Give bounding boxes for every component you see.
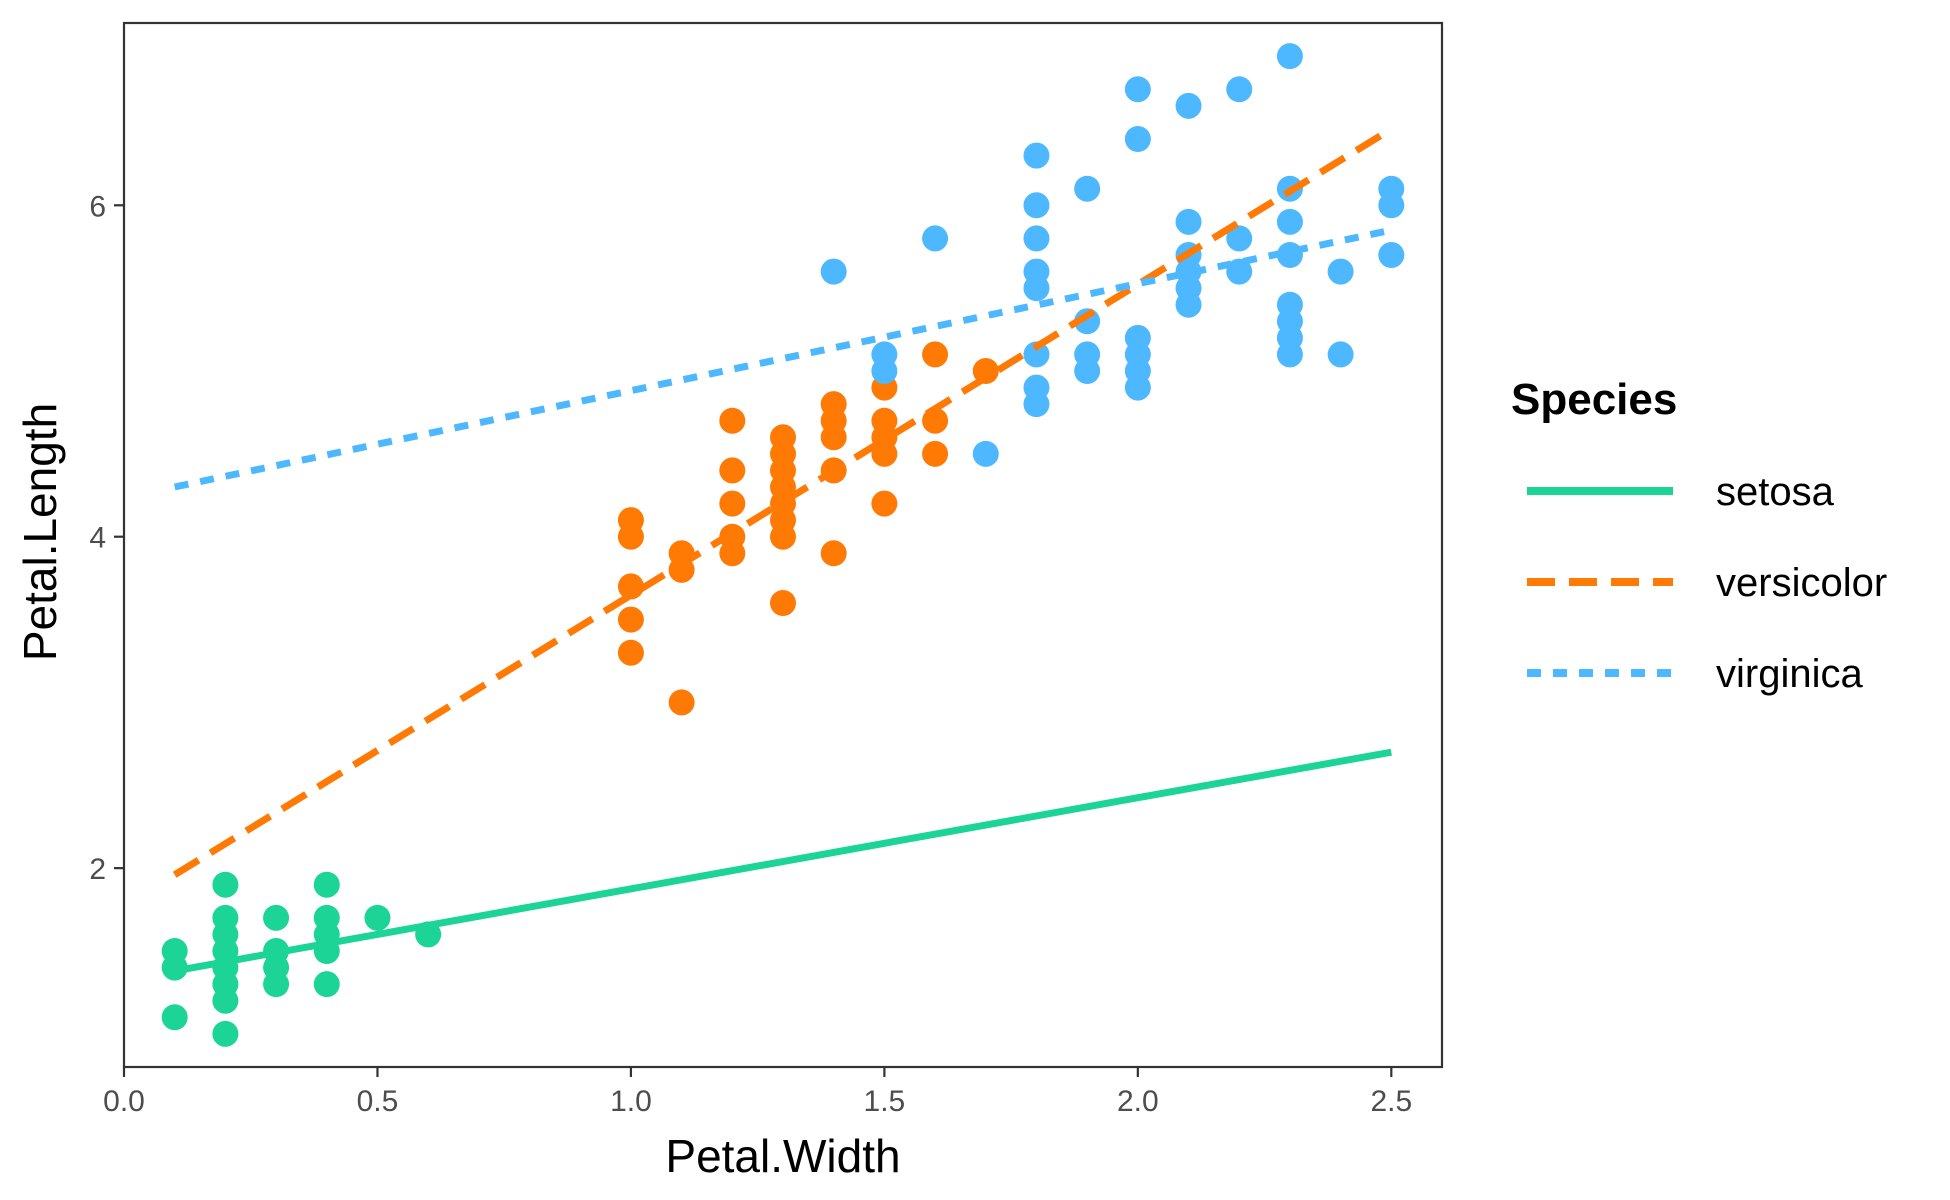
point-virginica-44	[1378, 242, 1405, 268]
point-versicolor-25	[820, 540, 847, 567]
x-tick-label: 1.5	[864, 1085, 906, 1118]
point-virginica-9	[1023, 275, 1050, 302]
x-tick-label: 0.0	[103, 1085, 145, 1118]
point-versicolor-3	[617, 606, 644, 633]
point-virginica-28	[1175, 291, 1202, 318]
point-virginica-16	[1074, 358, 1101, 384]
point-virginica-32	[1276, 43, 1303, 70]
legend-title: Species	[1511, 375, 1677, 424]
point-setosa-19	[313, 971, 340, 998]
point-versicolor-30	[871, 490, 898, 517]
point-setosa-3	[212, 871, 239, 898]
point-virginica-10	[1023, 341, 1050, 368]
point-virginica-7	[1023, 225, 1050, 252]
point-virginica-13	[1074, 175, 1101, 202]
point-virginica-17	[1124, 76, 1151, 103]
legend-label-virginica: virginica	[1716, 652, 1863, 696]
legend: Species setosa versicolor virginica	[1511, 375, 1887, 696]
x-tick-label: 2.5	[1370, 1085, 1412, 1118]
y-tick-label: 4	[89, 522, 106, 555]
point-virginica-2	[871, 358, 898, 384]
point-versicolor-2	[617, 573, 644, 600]
fit-line-setosa	[174, 748, 1392, 975]
point-versicolor-34	[972, 358, 999, 384]
point-virginica-6	[1023, 192, 1050, 219]
point-setosa-15	[313, 871, 340, 898]
point-versicolor-23	[820, 424, 847, 451]
legend-label-versicolor: versicolor	[1716, 561, 1887, 605]
legend-entries: setosa versicolor virginica	[1527, 470, 1887, 696]
point-versicolor-7	[668, 689, 695, 716]
point-setosa-14	[263, 971, 290, 998]
y-tick-label: 6	[89, 190, 106, 223]
point-versicolor-19	[770, 523, 796, 550]
point-versicolor-10	[719, 490, 746, 517]
point-versicolor-20	[770, 590, 796, 616]
point-virginica-39	[1276, 341, 1303, 368]
point-virginica-30	[1226, 225, 1253, 252]
x-axis-title: Petal.Width	[665, 1130, 900, 1182]
point-virginica-23	[1175, 92, 1202, 119]
axes-layer: 0.0 0.5 1.0 1.5 2.0 2.5 2 4 6	[89, 21, 1444, 1118]
point-versicolor-12	[719, 540, 746, 567]
x-tick-label: 0.5	[357, 1085, 399, 1118]
point-versicolor-31	[922, 341, 949, 368]
point-versicolor-4	[617, 639, 644, 666]
point-setosa-11	[263, 904, 290, 931]
point-virginica-34	[1276, 208, 1303, 235]
x-tick-label: 1.0	[610, 1085, 652, 1118]
point-setosa-9	[212, 987, 239, 1014]
plot-layer	[161, 43, 1405, 1047]
point-versicolor-8	[719, 407, 746, 434]
point-setosa-20	[364, 904, 391, 931]
point-virginica-43	[1378, 192, 1405, 219]
point-virginica-40	[1327, 258, 1354, 285]
point-virginica-12	[1023, 391, 1050, 418]
point-virginica-5	[1023, 142, 1050, 169]
point-virginica-18	[1124, 126, 1151, 152]
point-virginica-41	[1327, 341, 1354, 368]
legend-label-setosa: setosa	[1716, 470, 1835, 514]
plot-panel-border	[122, 21, 1444, 1069]
fit-line-versicolor	[172, 126, 1394, 878]
point-setosa-10	[212, 1020, 239, 1047]
point-versicolor-1	[617, 523, 644, 550]
y-tick-label: 2	[89, 853, 106, 886]
point-versicolor-33	[922, 440, 949, 467]
point-virginica-0	[820, 258, 847, 285]
point-versicolor-9	[719, 457, 746, 484]
point-virginica-31	[1226, 258, 1253, 285]
point-virginica-24	[1175, 208, 1202, 235]
point-virginica-3	[922, 225, 949, 252]
x-tick-label: 2.0	[1117, 1085, 1159, 1118]
point-virginica-29	[1226, 76, 1253, 103]
point-virginica-4	[972, 440, 999, 467]
point-virginica-22	[1124, 374, 1151, 401]
point-setosa-2	[161, 1004, 188, 1031]
y-axis-title: Petal.Length	[14, 403, 66, 661]
